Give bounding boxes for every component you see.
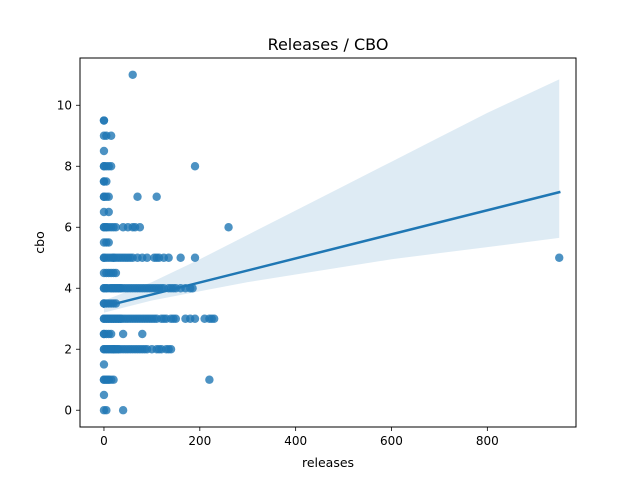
y-tick-label: 4 [64,282,72,296]
data-point [138,329,147,339]
data-point [164,253,173,262]
data-point [104,238,113,247]
data-point [135,223,145,232]
x-axis: 0 200 400 600 800 [100,427,499,448]
data-point [205,375,214,384]
data-point [102,177,111,186]
axes-frame [79,57,577,428]
data-point [104,207,113,217]
y-tick-label: 8 [64,160,72,174]
data-point [99,360,109,369]
data-point [224,223,233,232]
data-point [133,192,142,201]
chart-title: Releases / CBO [268,35,389,54]
data-point [111,268,121,278]
data-point [166,345,176,354]
data-point [190,314,200,323]
data-point [106,329,116,339]
data-point [152,192,161,201]
confidence-band [103,79,560,313]
data-point [109,375,118,384]
data-point [190,162,200,171]
data-point [106,162,116,171]
data-point [99,116,109,125]
y-tick-label: 2 [64,343,72,357]
y-axis-label: cbo [32,231,47,253]
data-point [106,131,116,140]
data-point [102,406,111,415]
data-point [128,70,137,79]
regression-line [102,190,561,309]
data-point [104,192,113,201]
data-point [188,284,197,293]
y-tick-label: 6 [64,221,72,235]
data-point [171,314,181,323]
plot-area [99,70,564,415]
data-point [99,390,109,400]
x-tick-label: 800 [476,434,499,448]
data-point [118,329,128,339]
x-axis-label: releases [302,455,354,470]
data-point [176,253,185,262]
data-point [142,253,152,262]
data-point [99,146,109,156]
y-tick-label: 10 [57,99,72,113]
data-point [118,406,128,415]
x-tick-label: 200 [188,434,211,448]
x-tick-label: 600 [380,434,403,448]
data-point [555,253,564,262]
data-point [190,253,200,262]
y-axis: 0 2 4 6 8 10 [57,99,80,418]
data-point [111,223,121,232]
x-tick-label: 400 [284,434,307,448]
x-tick-label: 0 [100,434,108,448]
y-tick-label: 0 [64,404,72,418]
data-point [209,314,219,323]
